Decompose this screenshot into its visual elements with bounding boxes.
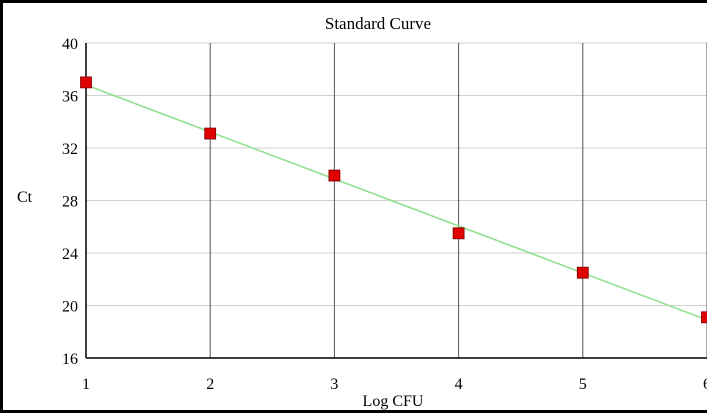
data-point bbox=[576, 266, 589, 279]
standard-curve-chart: Standard Curve 16 20 24 28 32 36 40 1 2 3 4 5 6 Log … bbox=[17, 14, 710, 410]
y-tick-label: 40 bbox=[62, 36, 78, 53]
data-point bbox=[204, 127, 217, 140]
x-tick-label: 1 bbox=[82, 376, 90, 393]
y-tick-label: 24 bbox=[62, 246, 78, 263]
y-tick-label: 36 bbox=[62, 89, 78, 106]
x-tick-label: 4 bbox=[455, 376, 463, 393]
y-tick-label: 16 bbox=[62, 351, 78, 368]
y-tick-label: 28 bbox=[62, 194, 78, 211]
x-tick-label: 3 bbox=[330, 376, 338, 393]
x-tick-label: 6 bbox=[703, 376, 707, 393]
tick-labels: 16 20 24 28 32 36 40 1 2 3 4 5 6 bbox=[62, 36, 710, 393]
y-tick-label: 32 bbox=[62, 141, 78, 158]
chart-title: Standard Curve bbox=[325, 14, 431, 33]
trend-line bbox=[85, 84, 708, 321]
data-point bbox=[701, 311, 710, 324]
axes bbox=[85, 43, 707, 359]
x-axis-label: Log CFU bbox=[363, 393, 424, 410]
data-point bbox=[452, 227, 465, 240]
y-tick-label: 20 bbox=[62, 299, 78, 316]
grid bbox=[85, 42, 708, 358]
series-layer bbox=[80, 76, 710, 324]
data-point bbox=[328, 169, 341, 182]
x-tick-label: 5 bbox=[579, 376, 587, 393]
y-axis-label: Ct bbox=[17, 189, 33, 206]
x-tick-label: 2 bbox=[206, 376, 214, 393]
data-point bbox=[80, 76, 92, 89]
